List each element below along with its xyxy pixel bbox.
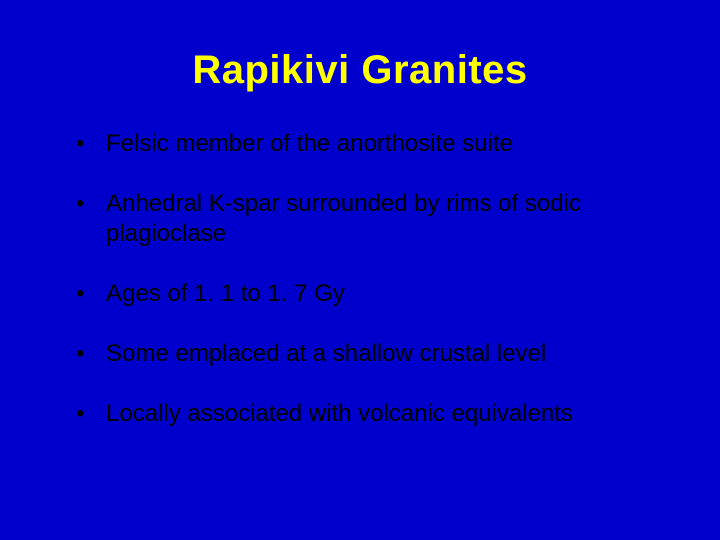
list-item: Ages of 1. 1 to 1. 7 Gy — [76, 279, 660, 309]
list-item: Locally associated with volcanic equival… — [76, 399, 660, 429]
list-item: Felsic member of the anorthosite suite — [76, 129, 660, 159]
slide: Rapikivi Granites Felsic member of the a… — [0, 0, 720, 540]
slide-title: Rapikivi Granites — [60, 48, 660, 93]
bullet-list: Felsic member of the anorthosite suite A… — [60, 129, 660, 429]
list-item: Anhedral K-spar surrounded by rims of so… — [76, 189, 660, 249]
list-item: Some emplaced at a shallow crustal level — [76, 339, 660, 369]
